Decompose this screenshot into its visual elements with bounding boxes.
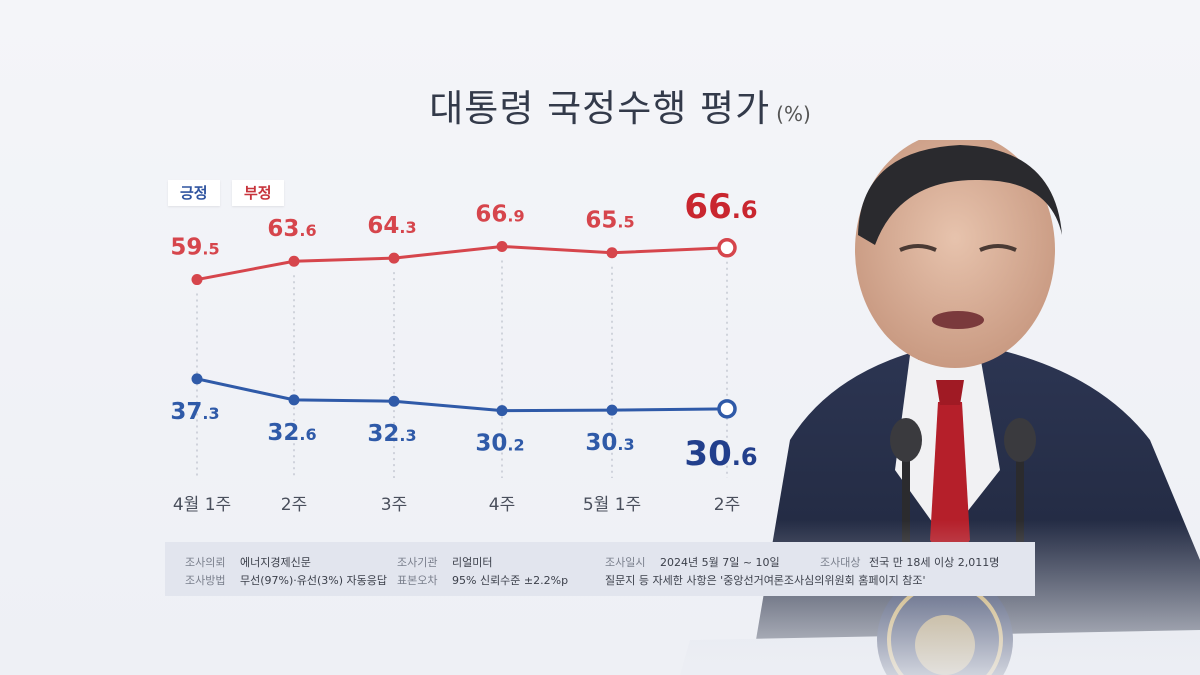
footer-row1-label-3: 조사일시 xyxy=(605,556,646,569)
positive-point-6 xyxy=(717,399,737,419)
footer-row2-label-1: 조사방법 xyxy=(185,574,226,587)
negative-point-1 xyxy=(191,274,203,286)
footer-row1-value-1: 에너지경제신문 xyxy=(240,556,311,569)
footer-row1-label-2: 조사기관 xyxy=(397,556,438,569)
positive-label-5: 30.3 xyxy=(585,430,634,456)
positive-point-4 xyxy=(496,405,508,417)
negative-label-1: 59.5 xyxy=(170,235,219,261)
x-tick-label-5: 5월 1주 xyxy=(583,495,641,515)
survey-info-footer: 조사의뢰 에너지경제신문 조사기관 리얼미터 조사일시 2024년 5월 7일 ~ 10일… xyxy=(165,542,1035,596)
positive-point-1 xyxy=(191,373,203,385)
legend-positive: 긍정 xyxy=(168,180,220,206)
x-tick-label-6: 2주 xyxy=(714,495,740,515)
positive-label-3: 32.3 xyxy=(367,421,416,447)
chart-title: 대통령 국정수행 평가 xyxy=(429,87,771,130)
positive-label-2: 32.6 xyxy=(267,420,316,446)
negative-label-5: 65.5 xyxy=(585,208,634,234)
positive-label-4: 30.2 xyxy=(475,431,524,457)
positive-series-line xyxy=(196,377,728,413)
footer-row2-value-2: 95% 신뢰수준 ±2.2%p xyxy=(452,574,569,587)
footer-row1-value-2: 리얼미터 xyxy=(452,556,493,569)
x-tick-label-1: 4월 1주 xyxy=(173,495,231,515)
footer-row1-value-3: 2024년 5월 7일 ~ 10일 xyxy=(660,556,780,569)
negative-point-6 xyxy=(717,238,737,258)
negative-point-2 xyxy=(288,255,300,267)
footer-row1-label-1: 조사의뢰 xyxy=(185,556,226,569)
positive-label-6: 30.6 xyxy=(684,434,757,474)
chart-title-group: 대통령 국정수행 평가 (%) xyxy=(0,78,1200,132)
positive-point-2 xyxy=(288,394,300,406)
positive-point-5 xyxy=(606,404,618,416)
negative-label-3: 64.3 xyxy=(367,213,416,239)
negative-label-2: 63.6 xyxy=(267,216,316,242)
negative-point-4 xyxy=(496,240,508,252)
x-tick-label-2: 2주 xyxy=(281,495,307,515)
footer-row1-label-4: 조사대상 xyxy=(820,556,861,569)
negative-point-3 xyxy=(388,252,400,264)
footer-row1-value-4: 전국 만 18세 이상 2,011명 xyxy=(869,556,1000,569)
approval-line-chart: 59.5 63.6 64.3 66.9 65.5 66.6 37.3 32.6 32.3 30.2… xyxy=(170,187,757,515)
chart-unit: (%) xyxy=(776,102,811,126)
x-tick-label-4: 4주 xyxy=(489,495,515,515)
negative-label-6: 66.6 xyxy=(684,187,757,227)
negative-series-line xyxy=(196,244,728,282)
x-tick-label-3: 3주 xyxy=(381,495,407,515)
legend-negative: 부정 xyxy=(232,180,284,206)
footer-row2-label-2: 표본오차 xyxy=(397,574,438,587)
positive-point-3 xyxy=(388,395,400,407)
negative-point-5 xyxy=(606,247,618,259)
negative-label-4: 66.9 xyxy=(475,201,524,227)
footer-row2-value-3: 질문지 등 자세한 사항은 '중앙선거여론조사심의위원회 홈페이지 참조' xyxy=(605,574,926,587)
footer-row2-value-1: 무선(97%)·유선(3%) 자동응답 xyxy=(240,574,388,587)
positive-label-1: 37.3 xyxy=(170,399,219,425)
